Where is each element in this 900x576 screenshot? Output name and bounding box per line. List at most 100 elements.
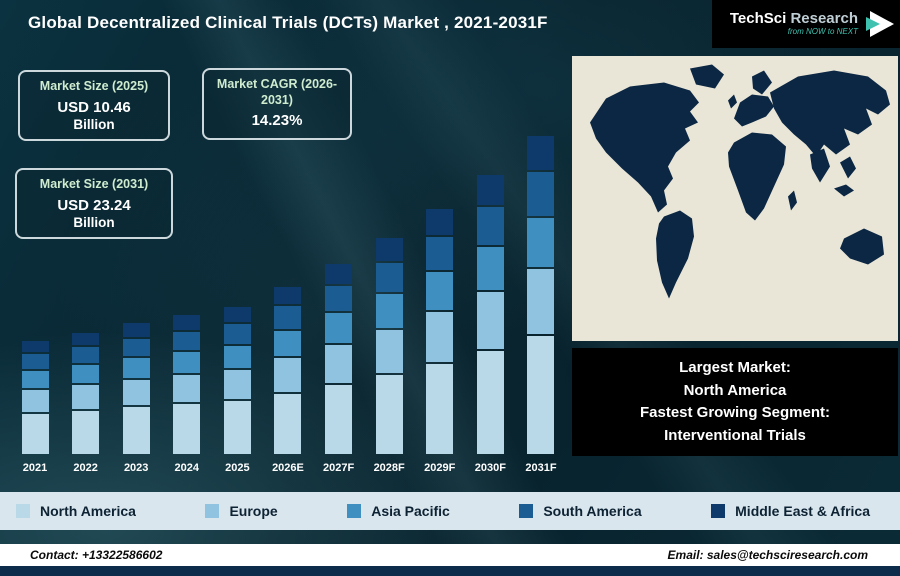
bar-segment-north-america[interactable] <box>476 350 504 454</box>
bar-segment-europe[interactable] <box>21 389 49 412</box>
bar-segment-north-america[interactable] <box>375 375 403 454</box>
stacked-bar-2031f[interactable] <box>527 136 555 454</box>
bar-segment-north-america[interactable] <box>325 384 353 454</box>
bar-segment-middle-east-africa[interactable] <box>476 174 504 205</box>
bar-segment-asia-pacific[interactable] <box>325 313 353 343</box>
bar-segment-north-america[interactable] <box>426 363 454 454</box>
bar-segment-south-america[interactable] <box>274 306 302 329</box>
bar-segment-middle-east-africa[interactable] <box>325 263 353 284</box>
bar-segment-south-america[interactable] <box>72 347 100 363</box>
legend-item-europe: Europe <box>205 503 278 519</box>
map-scandinavia <box>752 70 772 95</box>
map-africa <box>728 132 786 221</box>
logo-arrow-icon <box>864 9 894 39</box>
logo-text: TechSci Research from NOW to NEXT <box>730 11 858 36</box>
bar-segment-north-america[interactable] <box>173 404 201 454</box>
bar-segment-south-america[interactable] <box>122 338 150 357</box>
stacked-bar-2030f[interactable] <box>476 174 504 454</box>
bar-segment-south-america[interactable] <box>375 263 403 293</box>
bar-segment-asia-pacific[interactable] <box>21 371 49 388</box>
stacked-bar-2025[interactable] <box>223 306 251 454</box>
bar-segment-asia-pacific[interactable] <box>223 345 251 368</box>
map-europe <box>734 94 774 127</box>
x-axis-label-2023: 2023 <box>123 462 149 474</box>
bar-segment-middle-east-africa[interactable] <box>223 306 251 323</box>
bar-segment-europe[interactable] <box>223 369 251 400</box>
stacked-bar-2021[interactable] <box>21 340 49 454</box>
bar-segment-south-america[interactable] <box>476 206 504 245</box>
bar-segment-middle-east-africa[interactable] <box>21 340 49 353</box>
stacked-bar-2022[interactable] <box>72 332 100 454</box>
contact-email: Email: sales@techsciresearch.com <box>667 548 868 562</box>
x-axis-label-2024: 2024 <box>174 462 200 474</box>
bar-segment-north-america[interactable] <box>223 401 251 454</box>
map-southeast-asia <box>840 156 856 179</box>
x-axis-label-2021: 2021 <box>22 462 48 474</box>
logo-brand-secondary: Research <box>786 10 858 28</box>
bar-column-2029f: 2029F <box>424 122 455 476</box>
stacked-bar-2026e[interactable] <box>274 286 302 454</box>
bar-segment-south-america[interactable] <box>325 285 353 312</box>
bar-segment-europe[interactable] <box>426 311 454 362</box>
bar-segment-middle-east-africa[interactable] <box>173 315 201 330</box>
footer: Contact: +13322586602 Email: sales@techs… <box>0 544 900 566</box>
stacked-bar-2028f[interactable] <box>375 238 403 454</box>
bar-segment-south-america[interactable] <box>527 172 555 216</box>
bar-segment-south-america[interactable] <box>173 331 201 351</box>
legend-label: South America <box>543 503 642 519</box>
bar-column-2028f: 2028F <box>374 122 405 476</box>
bottom-bar <box>0 566 900 576</box>
legend-item-north-america: North America <box>16 503 136 519</box>
logo-brand-primary: TechSci <box>729 10 787 28</box>
bar-segment-asia-pacific[interactable] <box>476 246 504 291</box>
bar-segment-asia-pacific[interactable] <box>426 271 454 310</box>
bar-segment-europe[interactable] <box>375 329 403 374</box>
x-axis-label-2025: 2025 <box>225 462 250 474</box>
map-asia <box>770 70 890 157</box>
stacked-bar-2024[interactable] <box>173 315 201 454</box>
bar-segment-europe[interactable] <box>325 344 353 383</box>
logo-tagline: from NOW to NEXT <box>787 26 858 36</box>
bar-segment-europe[interactable] <box>527 269 555 335</box>
bar-segment-middle-east-africa[interactable] <box>426 208 454 235</box>
market-size-2031-box: Market Size (2031) USD 23.24 Billion <box>15 168 173 240</box>
stacked-bar-2027f[interactable] <box>325 263 353 454</box>
bar-segment-asia-pacific[interactable] <box>527 217 555 268</box>
bar-segment-middle-east-africa[interactable] <box>122 323 150 337</box>
x-axis-label-2031f: 2031F <box>525 462 557 474</box>
legend-item-middle-east-africa: Middle East & Africa <box>711 503 870 519</box>
bar-segment-europe[interactable] <box>476 292 504 349</box>
bar-segment-asia-pacific[interactable] <box>72 364 100 384</box>
bar-segment-asia-pacific[interactable] <box>375 294 403 328</box>
bar-segment-asia-pacific[interactable] <box>173 352 201 373</box>
bar-segment-north-america[interactable] <box>72 410 100 454</box>
bar-segment-asia-pacific[interactable] <box>122 358 150 378</box>
bar-segment-south-america[interactable] <box>426 236 454 270</box>
bar-segment-north-america[interactable] <box>21 414 49 454</box>
bar-segment-south-america[interactable] <box>223 324 251 344</box>
market-highlights-callout: Largest Market: North America Fastest Gr… <box>572 348 898 456</box>
bar-segment-middle-east-africa[interactable] <box>274 286 302 305</box>
x-axis-label-2022: 2022 <box>73 462 98 474</box>
stacked-bar-2023[interactable] <box>122 323 150 454</box>
bar-segment-middle-east-africa[interactable] <box>527 136 555 171</box>
bar-segment-north-america[interactable] <box>122 407 150 454</box>
bar-segment-europe[interactable] <box>72 385 100 409</box>
callout-line: Fastest Growing Segment: <box>639 404 831 421</box>
bar-segment-middle-east-africa[interactable] <box>375 238 403 262</box>
stacked-bar-chart: 2021 2022 2023 2024 2025 2026E 2027F 2028F 2029F… <box>20 122 557 476</box>
bar-segment-asia-pacific[interactable] <box>274 330 302 356</box>
callout-line: Interventional Trials <box>664 426 806 444</box>
bar-segment-north-america[interactable] <box>527 336 555 454</box>
bar-segment-north-america[interactable] <box>274 393 302 454</box>
bar-segment-europe[interactable] <box>122 379 150 406</box>
map-indonesia <box>834 184 854 197</box>
stacked-bar-2029f[interactable] <box>426 208 454 454</box>
bar-segment-middle-east-africa[interactable] <box>72 332 100 346</box>
x-axis-label-2030f: 2030F <box>474 462 506 474</box>
bar-segment-south-america[interactable] <box>21 354 49 370</box>
map-north-america <box>590 82 699 213</box>
bar-segment-europe[interactable] <box>274 358 302 392</box>
bar-segment-europe[interactable] <box>173 374 201 403</box>
bar-column-2025: 2025 <box>222 122 252 476</box>
